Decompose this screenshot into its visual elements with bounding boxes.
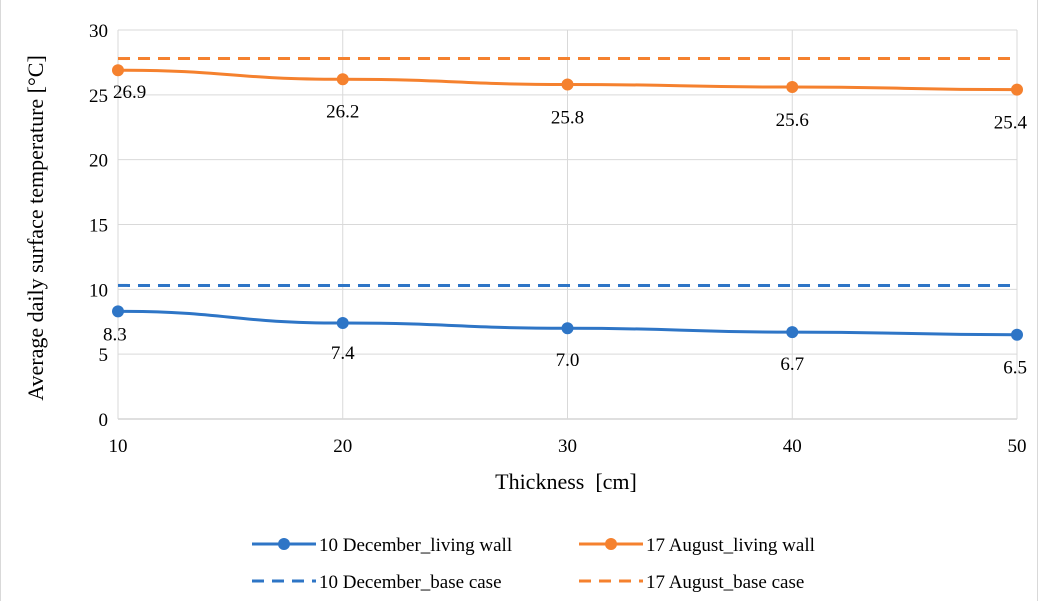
legend: 10 December_living wall 17 August_living …	[252, 535, 815, 593]
legend-label: 17 August_living wall	[646, 535, 815, 556]
y-tick-label: 5	[99, 345, 109, 366]
data-label: 6.5	[1003, 358, 1027, 379]
data-point	[561, 78, 574, 91]
data-point	[112, 305, 124, 318]
series-layer	[112, 57, 1023, 341]
x-tick-label: 40	[783, 436, 802, 457]
legend-item: 10 December_living wall	[252, 535, 512, 556]
y-tick-label: 20	[89, 151, 108, 172]
x-axis-title: Thickness [cm]	[495, 469, 637, 494]
legend-marker	[278, 538, 290, 550]
data-point	[112, 64, 124, 77]
y-tick-label: 0	[99, 410, 109, 431]
legend-item: 10 December_base case	[252, 572, 502, 593]
data-label: 6.7	[780, 354, 804, 375]
data-label: 26.9	[113, 82, 146, 103]
x-axis-ticks: 10 20 30 40 50	[109, 436, 1027, 457]
y-axis-title: Average daily surface temperature [°C]	[23, 55, 48, 401]
data-point	[336, 317, 349, 330]
data-label: 7.0	[556, 350, 580, 371]
y-tick-label: 25	[89, 86, 108, 107]
x-tick-label: 30	[558, 436, 577, 457]
data-label: 8.3	[103, 324, 127, 345]
data-point	[336, 73, 349, 86]
x-tick-label: 10	[109, 436, 128, 457]
legend-label: 10 December_living wall	[319, 535, 512, 556]
y-tick-label: 10	[89, 280, 108, 301]
legend-item: 17 August_living wall	[579, 535, 815, 556]
y-tick-label: 30	[89, 21, 108, 42]
legend-item: 17 August_base case	[579, 572, 804, 593]
data-label: 25.6	[776, 110, 809, 131]
data-label: 7.4	[331, 343, 355, 364]
data-label: 25.4	[994, 113, 1028, 134]
data-point	[786, 81, 799, 94]
x-tick-label: 20	[333, 436, 352, 457]
data-label: 25.8	[551, 107, 584, 128]
data-point	[561, 322, 574, 335]
x-tick-label: 50	[1008, 436, 1027, 457]
legend-label: 17 August_base case	[646, 572, 804, 593]
data-point	[1011, 83, 1023, 96]
data-point	[1011, 328, 1023, 341]
data-labels: 8.3 7.4 7.0 6.7 6.5 26.9 26.2 25.8 25.6 25.4	[103, 82, 1028, 379]
legend-marker	[605, 538, 617, 550]
legend-label: 10 December_base case	[319, 572, 502, 593]
y-axis-ticks: 0 5 10 15 20 25 30	[89, 21, 108, 431]
y-tick-label: 15	[89, 216, 108, 237]
data-point	[786, 326, 799, 339]
data-label: 26.2	[326, 101, 359, 122]
